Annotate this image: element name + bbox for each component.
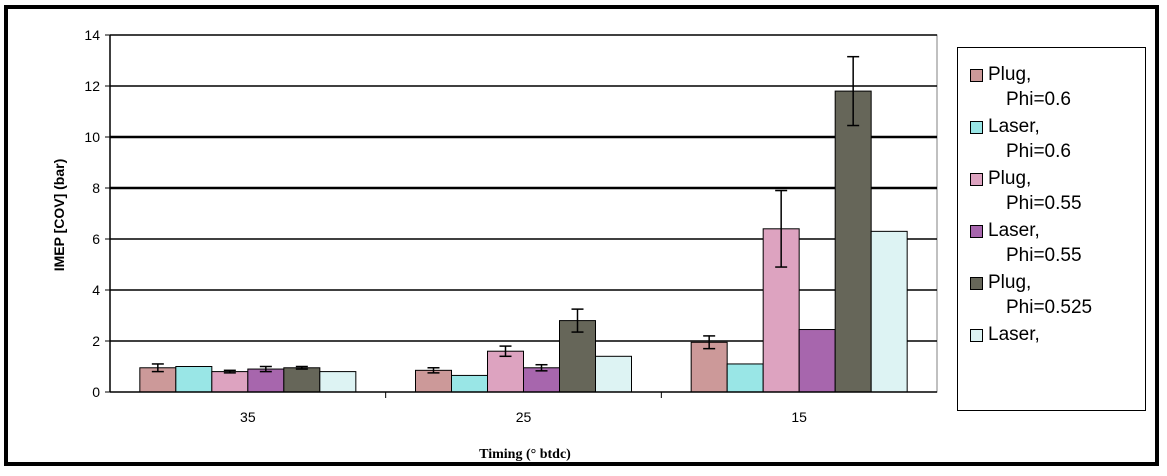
legend-swatch <box>970 121 983 134</box>
legend-swatch <box>970 173 983 186</box>
legend-swatch <box>970 225 983 238</box>
legend-label-line2: Phi=0.525 <box>1006 297 1093 318</box>
legend-item: Laser, Phi=0.6 <box>970 114 1145 164</box>
y-tick-label: 2 <box>92 333 100 349</box>
bar <box>690 341 728 393</box>
bar <box>798 329 836 393</box>
legend-item: Laser, Phi=0.55 <box>970 218 1145 268</box>
legend-item: Plug, Phi=0.55 <box>970 166 1145 216</box>
y-tick-label: 10 <box>84 129 100 145</box>
legend-label-line2: Phi=0.55 <box>1006 193 1082 214</box>
y-tick-label: 6 <box>92 231 100 247</box>
y-tick-label: 4 <box>92 282 100 298</box>
legend-item: Plug, Phi=0.6 <box>970 62 1145 112</box>
x-tick-labels: 35 25 15 <box>240 409 807 425</box>
legend-swatch <box>970 277 983 290</box>
y-tick-label: 0 <box>92 384 100 400</box>
y-tick-labels: 0 2 4 6 8 10 12 14 <box>84 27 100 400</box>
bars <box>139 55 908 393</box>
legend-item: Plug, Phi=0.525 <box>970 270 1145 320</box>
legend-label-line2: Phi=0.6 <box>1006 89 1071 110</box>
bar <box>487 350 524 393</box>
bar <box>451 374 488 393</box>
bar <box>595 355 632 393</box>
x-tick-label: 35 <box>240 409 256 425</box>
legend-label-line2: Phi=0.6 <box>1006 141 1071 162</box>
y-axis-title: IMEP [COV] (bar) <box>51 159 67 272</box>
x-axis-title: Timing (° btdc) <box>479 447 571 462</box>
axes <box>109 35 937 398</box>
legend-label-line1: Plug, <box>988 64 1032 85</box>
legend: Plug, Phi=0.6 Laser, Phi=0.6 Plug, Phi=0.55 La… <box>957 47 1146 411</box>
x-tick-label: 15 <box>791 409 807 425</box>
bar <box>175 366 213 393</box>
y-tick-label: 14 <box>84 27 100 43</box>
legend-swatch <box>970 329 983 342</box>
legend-label-line1: Plug, <box>988 168 1032 189</box>
y-tick-label: 12 <box>84 78 100 94</box>
bar <box>834 90 872 393</box>
bar <box>319 371 357 393</box>
legend-label-line1: Laser, <box>988 324 1040 345</box>
legend-label-line1: Laser, <box>988 220 1040 241</box>
legend-label-line1: Plug, <box>988 272 1032 293</box>
legend-label-line1: Laser, <box>988 116 1040 137</box>
legend-item: Laser, <box>970 322 1145 347</box>
legend-swatch <box>970 69 983 82</box>
bar <box>211 371 249 393</box>
x-tick-label: 25 <box>516 409 532 425</box>
y-tick-label: 8 <box>92 180 100 196</box>
bar <box>247 368 285 393</box>
legend-label-line2: Phi=0.55 <box>1006 245 1082 266</box>
bar <box>283 367 321 393</box>
bar <box>870 230 908 393</box>
bar <box>726 363 764 393</box>
